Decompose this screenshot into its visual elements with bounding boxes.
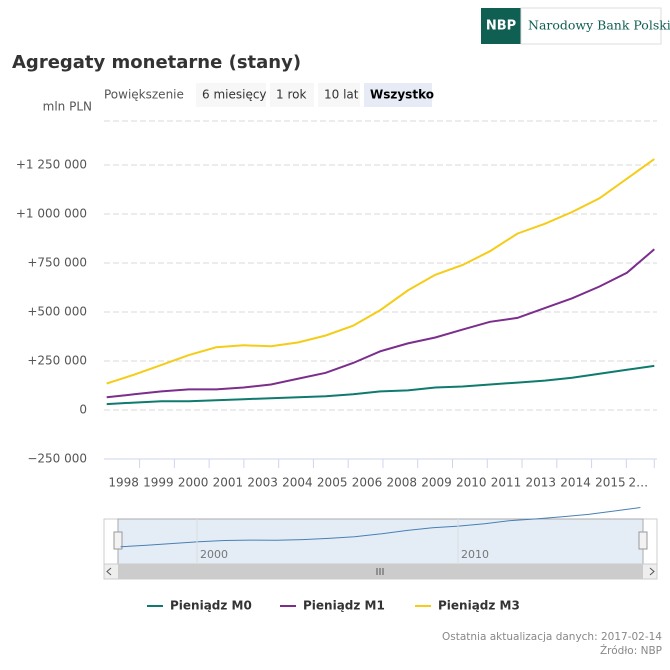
zoom-button[interactable] — [364, 83, 432, 107]
x-tick-label: 2014 — [560, 476, 591, 490]
scroll-grip — [376, 568, 384, 575]
zoom-button-label[interactable]: 10 lat — [324, 88, 359, 102]
x-tick-label: 2009 — [421, 476, 452, 490]
zoom-button[interactable] — [318, 83, 360, 107]
legend-label[interactable]: Pieniądz M1 — [303, 599, 385, 613]
series-line — [106, 248, 655, 399]
navigator-line — [120, 507, 641, 548]
navigator-handle[interactable] — [638, 531, 648, 550]
y-tick-label: +1 250 000 — [16, 158, 87, 172]
x-tick-label: 2003 — [247, 476, 278, 490]
navigator-handle[interactable] — [113, 531, 123, 550]
y-tick-label: +1 000 000 — [16, 207, 87, 221]
series-line — [106, 364, 655, 406]
y-tick-label: −250 000 — [27, 452, 87, 466]
x-tick-label: 2010 — [456, 476, 487, 490]
y-tick-label: +250 000 — [27, 354, 87, 368]
source-note: Źródło: NBP — [600, 644, 662, 657]
logo-frame — [520, 7, 662, 45]
x-tick-label: 2015 — [595, 476, 626, 490]
zoom-button-label[interactable]: Wszystko — [370, 88, 434, 102]
zoom-button[interactable] — [270, 83, 314, 107]
legend-label[interactable]: Pieniądz M3 — [438, 599, 520, 613]
logo-box — [481, 8, 521, 44]
zoom-button-label[interactable]: 6 miesięcy — [202, 88, 267, 102]
series-line — [106, 158, 655, 385]
zoom-button[interactable] — [196, 83, 266, 107]
scroll-arrows[interactable] — [106, 567, 655, 576]
x-tick-label: 2004 — [282, 476, 313, 490]
x-tick-label: 2… — [628, 476, 648, 490]
x-tick-label: 1999 — [143, 476, 174, 490]
x-tick-label: 2000 — [178, 476, 209, 490]
x-tick-label: 2001 — [213, 476, 244, 490]
y-axis-label: mln PLN — [43, 100, 92, 114]
navigator-label: 2000 — [200, 548, 228, 561]
y-tick-label: +750 000 — [27, 256, 87, 270]
legend-label[interactable]: Pieniądz M0 — [170, 599, 252, 613]
logo: NBP — [486, 19, 516, 34]
x-tick-label: 2008 — [386, 476, 417, 490]
update-note: Ostatnia aktualizacja danych: 2017-02-14 — [442, 631, 662, 643]
x-tick-label: 2006 — [352, 476, 383, 490]
zoom-label: Powiększenie — [104, 88, 184, 102]
x-tick-label: 2011 — [491, 476, 522, 490]
x-tick-label: 1998 — [108, 476, 139, 490]
zoom-button-label[interactable]: 1 rok — [276, 88, 306, 102]
y-tick-label: +500 000 — [27, 305, 87, 319]
x-tick-label: 2013 — [526, 476, 557, 490]
x-tick-label: 2005 — [317, 476, 348, 490]
navigator-label: 2010 — [461, 548, 489, 561]
bank-name: Narodowy Bank Polski — [528, 18, 670, 33]
chart-title: Agregaty monetarne (stany) — [12, 52, 301, 73]
y-tick-label: 0 — [79, 403, 87, 417]
